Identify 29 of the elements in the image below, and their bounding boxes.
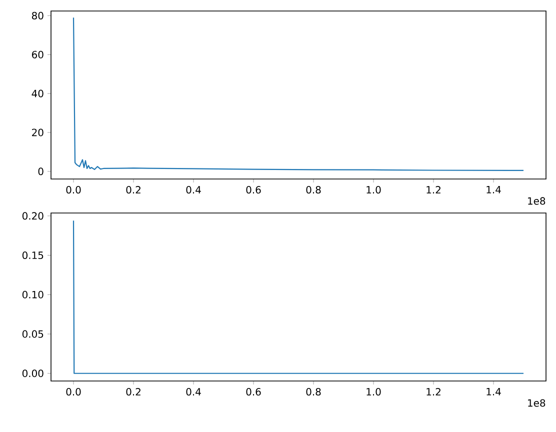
- x-tick-label: 1.4: [486, 388, 501, 396]
- x-tick-label: 0.2: [126, 388, 140, 396]
- x-tick-label: 0.8: [306, 186, 321, 194]
- x-tick-label: 1.2: [426, 388, 440, 396]
- x-tick-label: 0.0: [66, 388, 81, 396]
- y-tick-label: 80: [32, 12, 44, 20]
- y-tick-label: 0.10: [22, 290, 44, 298]
- x-tick-label: 1.0: [366, 388, 381, 396]
- x-tick-label: 1.4: [486, 186, 501, 194]
- text: 1e8: [528, 197, 546, 205]
- y-tick-label: 60: [32, 50, 44, 58]
- y-tick-label: 0.05: [22, 330, 44, 338]
- x-tick-label: 0.2: [126, 186, 140, 194]
- y-tick-label: 0.15: [22, 251, 44, 260]
- y-tick-label: 40: [32, 90, 44, 98]
- x-tick-label: 0.4: [186, 388, 201, 396]
- x-tick-label: 1.0: [366, 186, 381, 194]
- y-tick-label: 0.00: [22, 370, 44, 378]
- x-tick-label: 0.6: [246, 388, 261, 396]
- x-tick-label: 0.6: [246, 186, 261, 194]
- y-tick-label: 0.20: [22, 212, 44, 220]
- x-tick-label: 0.8: [306, 388, 321, 396]
- x-tick-label: 0.0: [66, 186, 81, 194]
- text: 1e8: [528, 399, 546, 407]
- x-tick-label: 0.4: [186, 186, 201, 194]
- y-tick-label: 0: [38, 168, 44, 176]
- y-tick-label: 20: [32, 128, 44, 136]
- line-series: [72, 17, 524, 171]
- x-tick-label: 1.2: [426, 186, 440, 194]
